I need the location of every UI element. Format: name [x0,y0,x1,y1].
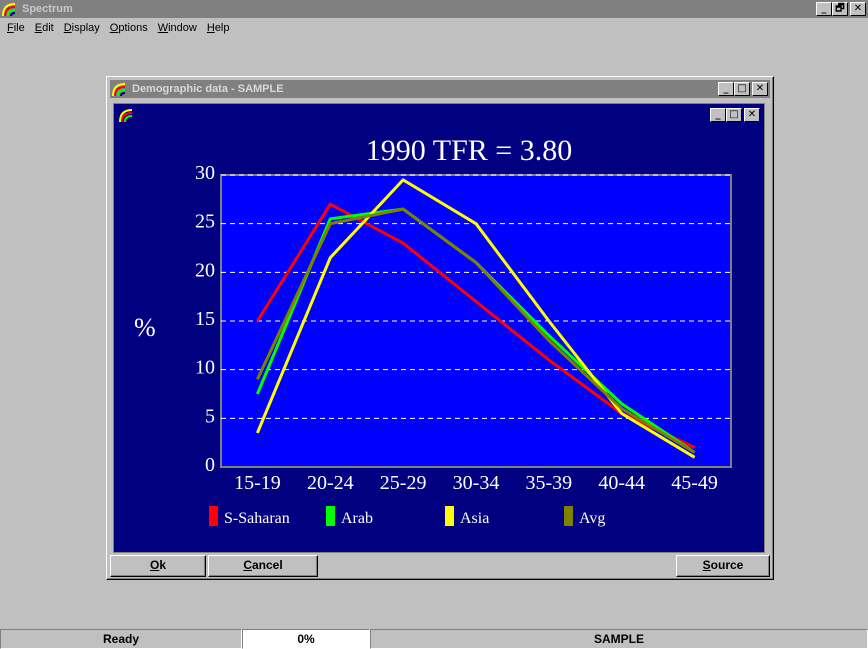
series-line-asia [256,178,696,459]
status-file: SAMPLE [370,629,868,649]
y-tick-label: 0 [205,454,215,476]
menu-help-label: elp [214,22,230,34]
menu-edit-accel: E [34,22,43,34]
status-ready: Ready [0,629,242,649]
legend-swatch [326,506,335,526]
spectrum-app-icon [2,1,18,17]
chart-window-titlebar: _ □ ✕ [117,107,761,123]
menu-file-accel: F [7,22,14,34]
status-progress: 0% [242,629,370,649]
x-tick-label: 40-44 [598,472,645,494]
menu-options-label: ptions [118,22,148,34]
status-bar: Ready 0% SAMPLE [0,629,868,649]
close-icon[interactable]: ✕ [744,108,760,122]
ok-button[interactable]: Ok [110,555,206,577]
menu-help-accel: H [206,22,215,34]
x-tick-label: 25-29 [380,472,427,494]
x-tick-label: 35-39 [526,472,573,494]
menu-display-accel: D [63,22,72,34]
menu-bar: File Edit Display Options Window Help [0,18,868,38]
source-button[interactable]: Source [676,555,770,577]
x-tick-label: 20-24 [307,472,354,494]
chart-title: 1990 TFR = 3.80 [366,134,572,167]
close-icon[interactable]: ✕ [752,82,768,96]
minimize-icon[interactable]: _ [718,82,734,96]
cancel-accel: C [243,558,252,572]
app-title: Spectrum [22,3,73,15]
legend-label: S-Saharan [224,510,290,527]
source-accel: S [702,558,711,572]
spectrum-chart-icon [119,107,135,123]
maximize-icon[interactable]: □ [734,82,750,96]
series-line-avg [256,207,696,454]
y-tick-label: 20 [195,259,215,281]
menu-window-label: indow [168,22,197,34]
cancel-label: ancel [251,558,283,572]
demographic-window-controls: _ □ ✕ [718,82,768,96]
y-tick-label: 25 [195,211,215,233]
ok-label: k [159,558,167,572]
minimize-icon[interactable]: _ [710,108,726,122]
demographic-window-titlebar: Demographic data - SAMPLE _ □ ✕ [110,80,770,98]
y-tick-label: 15 [195,308,215,330]
x-tick-label: 30-34 [453,472,500,494]
menu-options[interactable]: Options [105,22,153,34]
legend-label: Asia [460,510,489,527]
legend-label: Arab [341,510,373,527]
menu-window-accel: W [157,22,169,34]
demographic-data-window: Demographic data - SAMPLE _ □ ✕ _ □ ✕ 19… [106,76,774,580]
restore-icon[interactable]: 🗗 [832,2,848,16]
menu-window[interactable]: Window [153,22,202,34]
menu-file[interactable]: File [2,22,30,34]
y-tick-label: 10 [195,357,215,379]
menu-display[interactable]: Display [59,22,105,34]
legend-swatch [564,506,573,526]
legend-label: Avg [579,510,605,527]
x-tick-label: 45-49 [671,472,718,494]
chart-window: _ □ ✕ 1990 TFR = 3.80 0 5 10 15 20 25 30% 15-19 2… [113,103,765,553]
menu-display-label: isplay [71,22,100,34]
dialog-button-row: Ok Cancel Source [110,555,772,577]
close-icon[interactable]: ✕ [850,2,866,16]
demographic-window-title: Demographic data - SAMPLE [132,83,284,95]
y-axis-label: % [134,313,156,342]
legend-swatch [209,506,218,526]
cancel-button[interactable]: Cancel [208,555,318,577]
ok-accel: O [149,558,160,572]
chart-window-controls: _ □ ✕ [710,108,760,122]
menu-file-label: ile [13,22,25,34]
menu-options-accel: O [109,22,119,34]
menu-help[interactable]: Help [202,22,235,34]
legend-swatch [445,506,454,526]
menu-edit-label: dit [42,22,54,34]
app-titlebar: Spectrum _ 🗗 ✕ [0,0,868,18]
minimize-icon[interactable]: _ [816,2,832,16]
spectrum-window-icon [112,81,128,97]
app-window-controls: _ 🗗 ✕ [816,2,866,16]
menu-edit[interactable]: Edit [30,22,59,34]
maximize-icon[interactable]: □ [726,108,742,122]
y-tick-label: 30 [195,162,215,184]
y-tick-label: 5 [205,405,215,427]
source-label: ource [710,558,744,572]
x-tick-label: 15-19 [234,472,281,494]
fertility-chart: 1990 TFR = 3.80 0 5 10 15 20 25 30% 15-19 20-24 25… [134,134,732,527]
